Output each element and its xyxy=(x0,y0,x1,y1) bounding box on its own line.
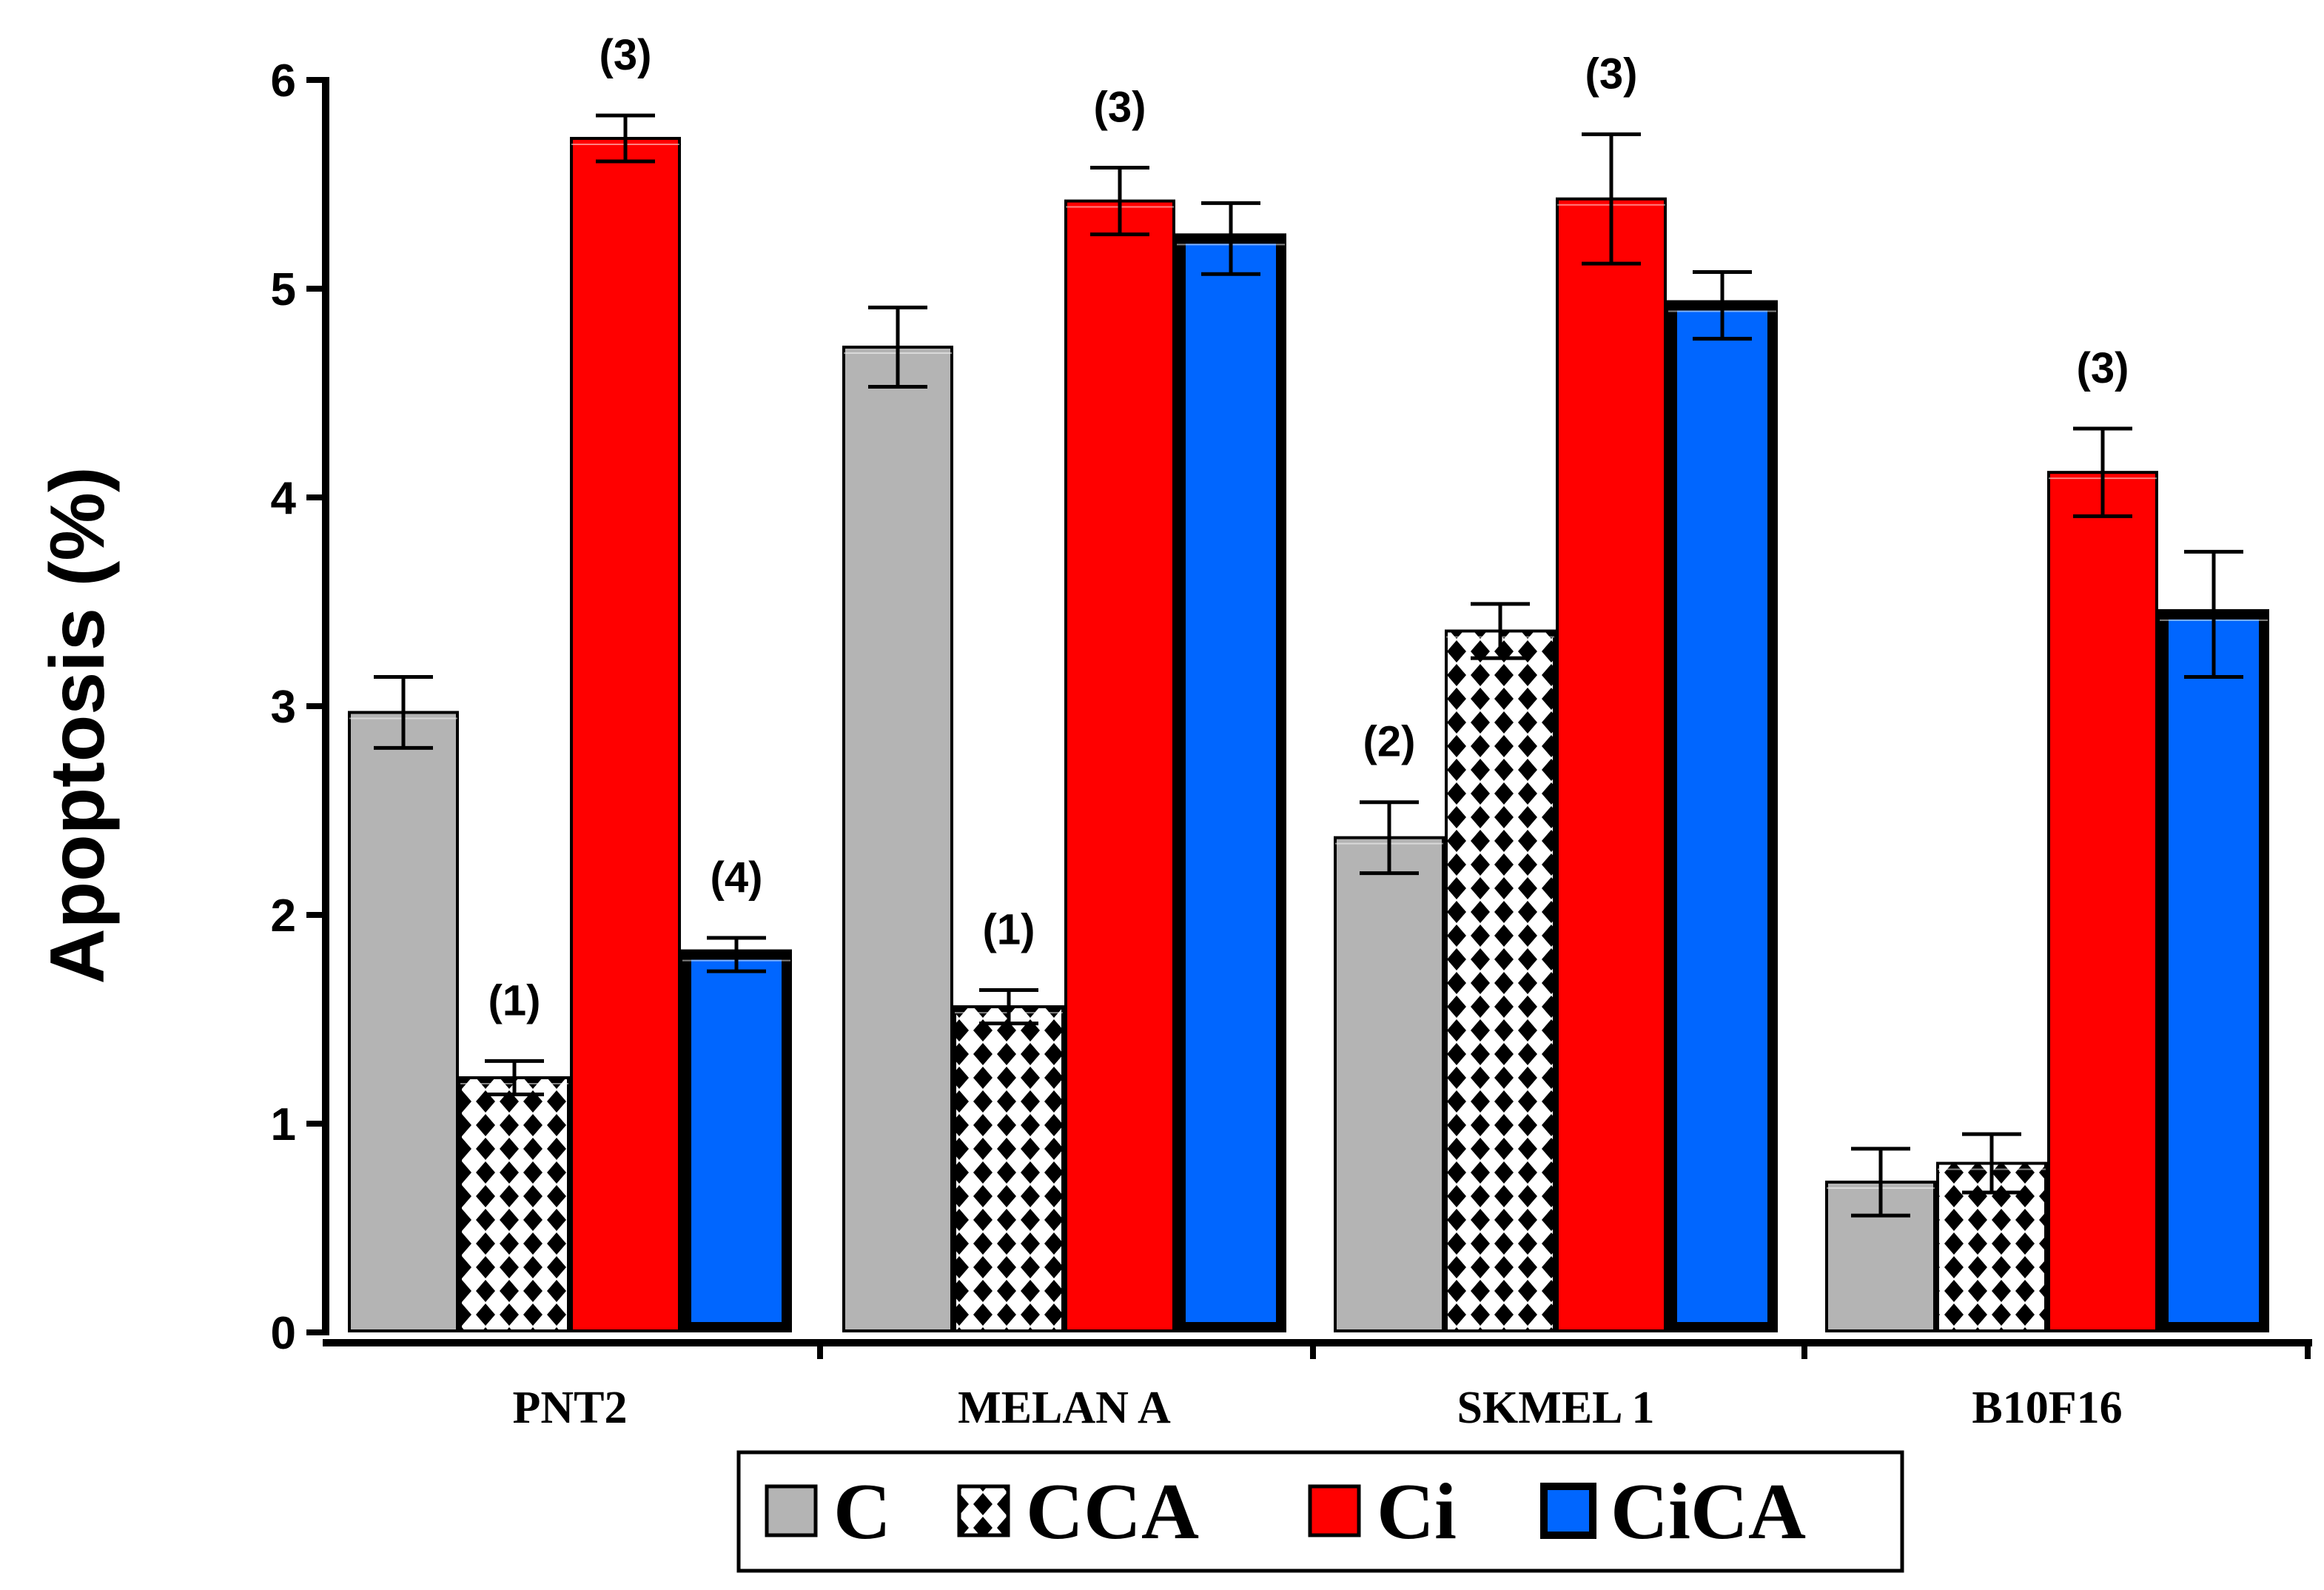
bar-skmel-1-c xyxy=(1334,836,1445,1333)
legend-label-ci: Ci xyxy=(1377,1468,1457,1556)
y-tick-label: 1 xyxy=(271,1099,296,1150)
bar-skmel-1-ci xyxy=(1556,197,1667,1332)
legend-swatch-c xyxy=(765,1484,818,1537)
y-tick-label: 4 xyxy=(271,473,297,524)
y-axis-label: Apoptosis (%) xyxy=(35,466,121,984)
bar-pnt2-cca xyxy=(459,1076,570,1332)
x-tick-label: MELAN A xyxy=(958,1383,1171,1433)
bar-melan-a-c xyxy=(842,345,953,1333)
bar-melan-a-ci xyxy=(1064,199,1175,1332)
significance-annotation: (3) xyxy=(600,31,652,79)
bar-b10f16-ci xyxy=(2047,471,2158,1332)
significance-annotation: (1) xyxy=(983,906,1035,954)
significance-annotation: (3) xyxy=(1585,50,1638,98)
bar-pnt2-ci xyxy=(570,136,681,1333)
bar-melan-a-cica xyxy=(1175,233,1286,1333)
x-tick-label: PNT2 xyxy=(513,1383,628,1433)
legend-label-cca: CCA xyxy=(1026,1468,1199,1556)
x-tick-label: B10F16 xyxy=(1972,1383,2122,1433)
bar-pnt2-cica xyxy=(681,949,792,1332)
significance-annotation: (3) xyxy=(2077,344,2129,392)
significance-annotation: (2) xyxy=(1363,718,1416,766)
y-tick-label: 6 xyxy=(271,56,296,107)
legend: C CCA Ci CiCA xyxy=(736,1450,1904,1573)
legend-label-cica: CiCA xyxy=(1611,1468,1806,1556)
plot-area: 0 1 2 3 4 5 6 PNT2 MELAN A SKMEL 1 B10F16 (1) (3) (4)… xyxy=(271,31,2312,1433)
bar-skmel-1-cca xyxy=(1445,629,1556,1332)
y-tick-label: 0 xyxy=(271,1308,296,1359)
y-tick-label: 5 xyxy=(271,264,296,315)
significance-annotation: (4) xyxy=(711,853,763,902)
x-tick-label: SKMEL 1 xyxy=(1457,1383,1654,1433)
significance-annotation: (1) xyxy=(488,976,541,1024)
legend-label-c: C xyxy=(833,1468,891,1556)
bar-skmel-1-cica xyxy=(1667,300,1778,1332)
bar-pnt2-c xyxy=(348,711,459,1332)
significance-annotation: (3) xyxy=(1094,83,1146,131)
legend-swatch-cca xyxy=(957,1484,1010,1537)
legend-swatch-cica xyxy=(1540,1483,1596,1539)
legend-swatch-ci xyxy=(1308,1484,1361,1537)
bar-melan-a-cca xyxy=(953,1005,1064,1332)
y-tick-label: 3 xyxy=(271,682,296,733)
bar-b10f16-cca xyxy=(1936,1161,2047,1332)
y-tick-label: 2 xyxy=(271,890,296,942)
bar-b10f16-cica xyxy=(2158,608,2269,1332)
